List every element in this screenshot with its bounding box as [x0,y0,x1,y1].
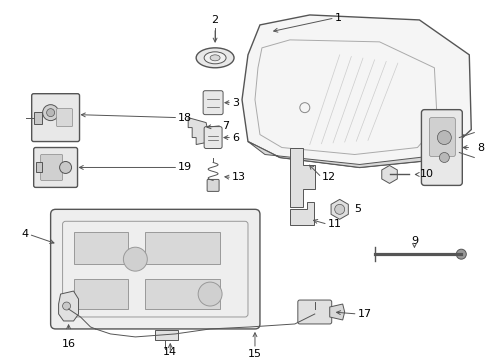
Polygon shape [330,304,344,320]
Text: 5: 5 [355,204,362,214]
Polygon shape [188,118,208,144]
Polygon shape [242,15,471,167]
Text: 8: 8 [477,143,485,153]
Circle shape [63,302,71,310]
Circle shape [440,153,449,162]
Text: 9: 9 [411,236,418,246]
Polygon shape [155,330,178,340]
Ellipse shape [204,52,226,64]
Text: 1: 1 [335,13,342,23]
Text: 4: 4 [22,229,29,239]
Bar [34,112,42,123]
FancyBboxPatch shape [50,209,260,329]
Circle shape [198,282,222,306]
Circle shape [438,131,451,144]
Polygon shape [290,202,314,225]
Polygon shape [290,148,315,207]
Circle shape [47,109,54,117]
FancyBboxPatch shape [32,94,79,141]
Text: 17: 17 [358,309,372,319]
FancyBboxPatch shape [429,118,455,157]
Circle shape [123,247,147,271]
FancyBboxPatch shape [57,109,73,127]
Text: 2: 2 [212,15,219,25]
FancyBboxPatch shape [207,179,219,192]
FancyBboxPatch shape [421,110,462,185]
Bar [146,279,220,309]
Polygon shape [59,291,78,321]
Text: 12: 12 [322,172,336,183]
Text: 10: 10 [419,170,434,179]
Text: 18: 18 [178,113,193,123]
Text: 3: 3 [232,98,239,108]
Polygon shape [248,135,465,167]
Circle shape [60,162,72,174]
Ellipse shape [210,55,220,61]
Bar [36,162,42,172]
Ellipse shape [196,48,234,68]
Text: 11: 11 [328,219,342,229]
Bar [74,232,128,264]
Circle shape [43,105,59,121]
Circle shape [456,249,466,259]
Circle shape [335,204,344,214]
Polygon shape [331,199,348,219]
Text: 7: 7 [222,121,229,131]
Polygon shape [382,166,397,183]
Text: 19: 19 [178,162,193,172]
FancyBboxPatch shape [203,91,223,114]
FancyBboxPatch shape [204,127,222,149]
Text: 14: 14 [163,347,177,357]
Text: 13: 13 [232,172,246,183]
Bar [74,279,128,309]
FancyBboxPatch shape [41,154,63,180]
Bar [146,232,220,264]
FancyBboxPatch shape [298,300,332,324]
Text: 6: 6 [232,132,239,143]
Text: 15: 15 [248,349,262,359]
Text: 16: 16 [62,339,75,349]
FancyBboxPatch shape [34,148,77,188]
